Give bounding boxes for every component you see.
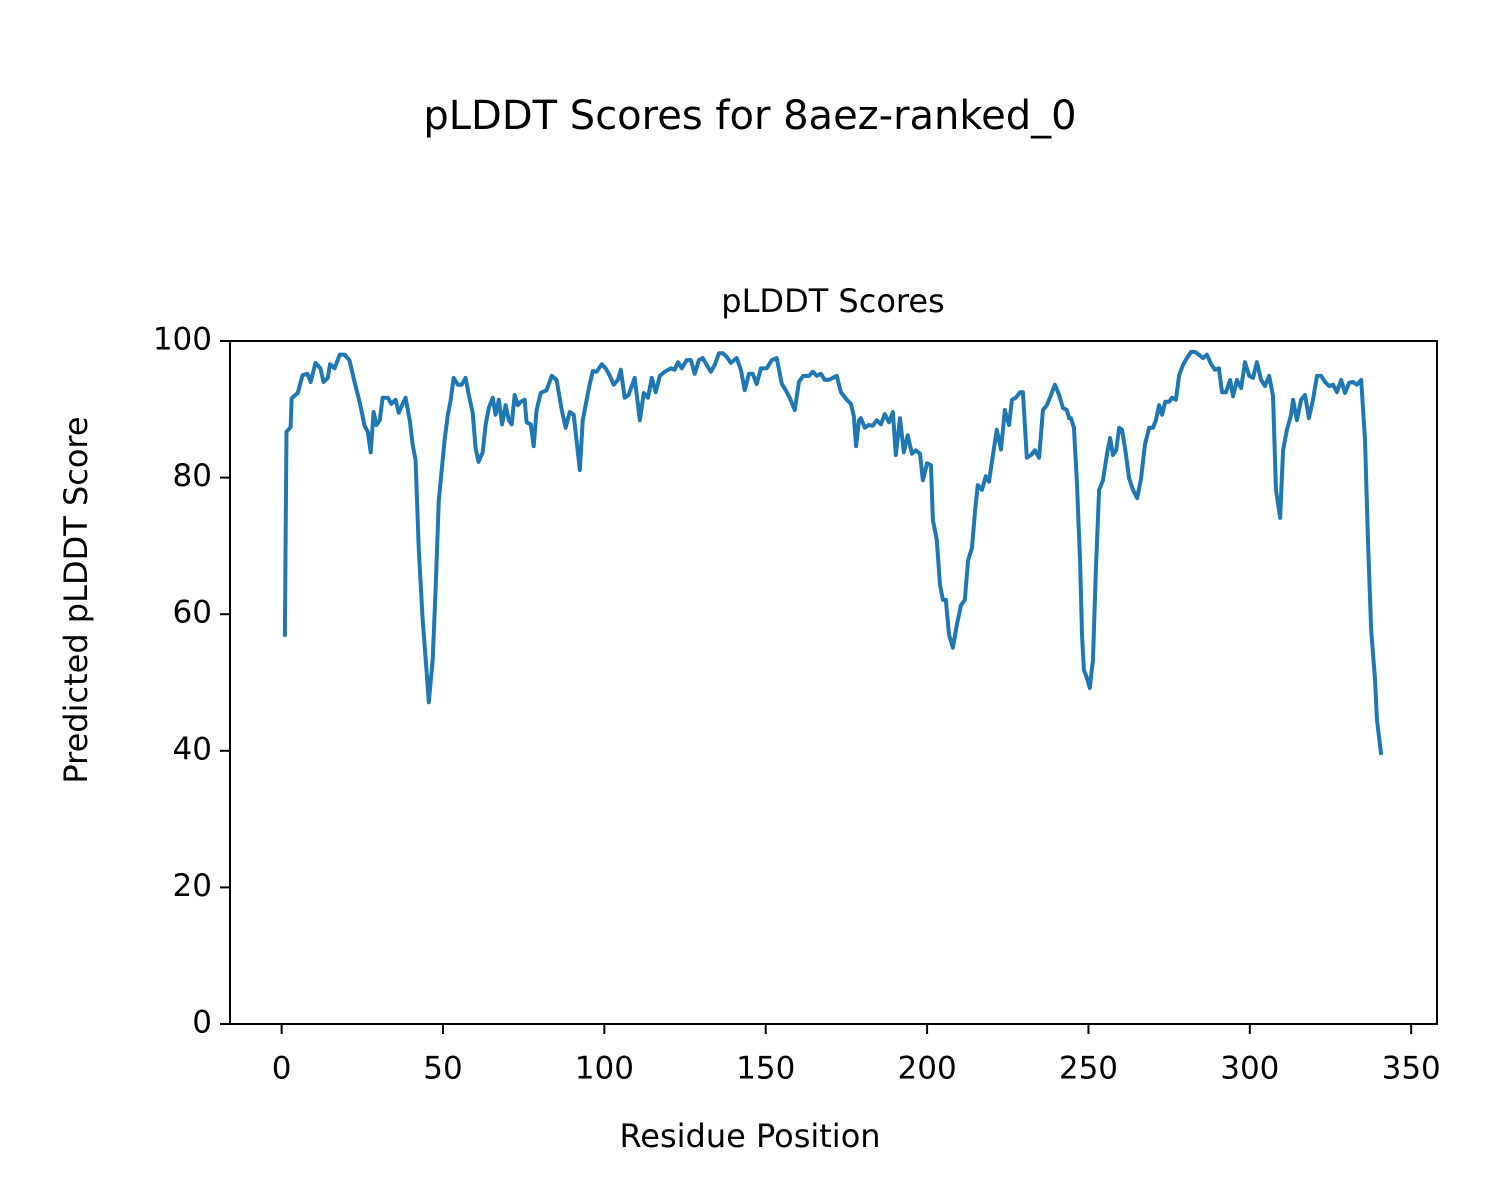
y-tick-label: 60	[173, 595, 212, 631]
chart-title: pLDDT Scores for 8aez-ranked_0	[423, 93, 1076, 139]
x-tick-label: 100	[575, 1051, 634, 1087]
x-tick-label: 350	[1382, 1051, 1441, 1087]
y-tick-label: 20	[173, 868, 212, 904]
plot-frame	[229, 340, 1438, 1025]
x-tick-label: 300	[1220, 1051, 1279, 1087]
x-axis-label: Residue Position	[619, 1117, 880, 1155]
x-tick-label: 150	[736, 1051, 795, 1087]
y-tick-label: 100	[153, 322, 212, 358]
x-tick-label: 0	[272, 1051, 292, 1087]
axes-title: pLDDT Scores	[721, 282, 944, 320]
y-axis-label: Predicted pLDDT Score	[57, 416, 95, 783]
y-tick-label: 40	[173, 731, 212, 767]
x-tick-label: 250	[1059, 1051, 1118, 1087]
y-tick-label: 0	[192, 1005, 212, 1041]
x-tick-label: 50	[423, 1051, 462, 1087]
line-series	[282, 349, 1384, 756]
y-tick-label: 80	[173, 458, 212, 494]
x-tick-label: 200	[898, 1051, 957, 1087]
